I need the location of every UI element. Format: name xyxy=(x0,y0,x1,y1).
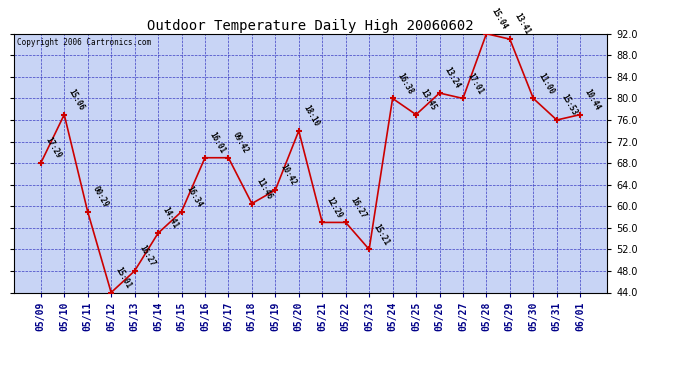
Text: 18:10: 18:10 xyxy=(302,104,321,128)
Text: 15:53: 15:53 xyxy=(560,93,579,117)
Text: Copyright 2006 Cartronics.com: Copyright 2006 Cartronics.com xyxy=(17,38,151,46)
Text: 14:41: 14:41 xyxy=(161,206,180,230)
Text: 12:29: 12:29 xyxy=(325,195,344,220)
Text: 16:34: 16:34 xyxy=(184,184,204,209)
Text: 16:38: 16:38 xyxy=(395,71,415,96)
Text: 17:29: 17:29 xyxy=(43,136,63,160)
Text: 16:27: 16:27 xyxy=(137,244,157,268)
Text: 13:45: 13:45 xyxy=(419,87,438,112)
Text: 11:46: 11:46 xyxy=(255,176,274,201)
Text: 11:00: 11:00 xyxy=(536,71,555,96)
Text: 16:27: 16:27 xyxy=(348,195,368,220)
Text: 13:24: 13:24 xyxy=(442,66,462,90)
Title: Outdoor Temperature Daily High 20060602: Outdoor Temperature Daily High 20060602 xyxy=(147,19,474,33)
Text: 10:44: 10:44 xyxy=(583,87,602,112)
Text: 15:04: 15:04 xyxy=(489,6,509,31)
Text: 16:01: 16:01 xyxy=(208,130,227,155)
Text: 17:01: 17:01 xyxy=(466,71,485,96)
Text: 15:21: 15:21 xyxy=(372,222,391,247)
Text: 15:06: 15:06 xyxy=(67,87,86,112)
Text: 10:42: 10:42 xyxy=(278,163,297,187)
Text: 09:42: 09:42 xyxy=(231,130,250,155)
Text: 00:29: 00:29 xyxy=(90,184,110,209)
Text: 13:41: 13:41 xyxy=(513,12,532,36)
Text: 15:01: 15:01 xyxy=(114,265,133,290)
